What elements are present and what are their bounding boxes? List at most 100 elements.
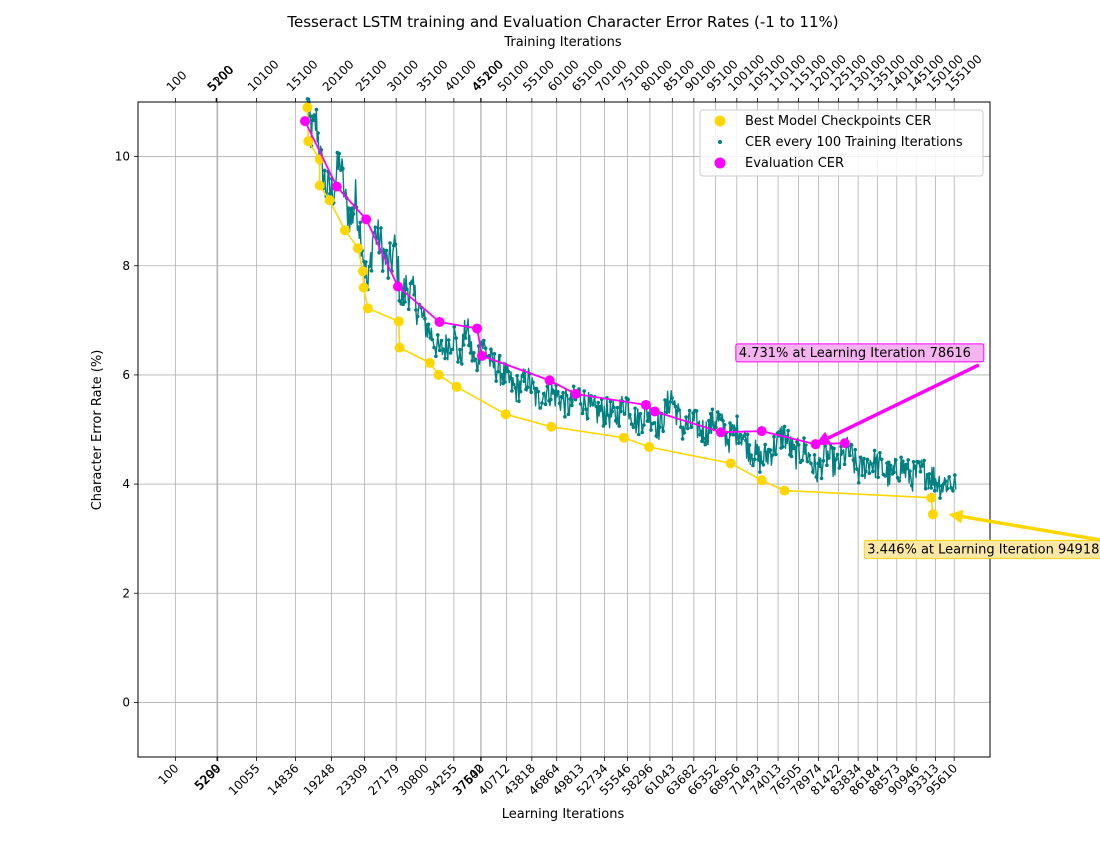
training-cer-point [518, 389, 523, 394]
training-cer-point [793, 445, 797, 450]
training-cer-point [373, 225, 378, 230]
training-cer-point [410, 281, 415, 285]
evaluation-cer-point [649, 406, 660, 417]
training-cer-point [470, 359, 475, 363]
training-cer-point [628, 413, 632, 417]
training-cer-point [682, 431, 687, 435]
plot-frame [137, 101, 991, 758]
training-cer-point [886, 460, 891, 465]
training-cer-point [450, 347, 455, 352]
x-tick-label: 10055 [226, 761, 263, 798]
evaluation-cer-point [839, 438, 850, 449]
training-cer-point [835, 452, 840, 457]
training-cer-point [686, 426, 690, 431]
training-cer-point [508, 375, 512, 380]
training-cer-point [460, 362, 464, 366]
x-tick-label: 23309 [334, 761, 371, 798]
training-cer-point [740, 436, 745, 441]
training-cer-point [742, 434, 746, 438]
training-cer-point [448, 351, 453, 355]
training-cer-point [482, 338, 486, 343]
training-cer-point [823, 444, 827, 448]
x-tick-label: 14836 [265, 761, 302, 798]
evaluation-cer-point [476, 350, 487, 361]
training-cer-point [738, 433, 743, 437]
legend-label: Best Model Checkpoints CER [745, 114, 931, 129]
training-cer-point [543, 402, 548, 407]
training-cer-point [853, 447, 857, 452]
legend-marker [714, 157, 726, 169]
training-cer-point [745, 432, 750, 437]
training-cer-point [475, 368, 479, 373]
training-cer-point [314, 107, 319, 112]
y-tick-label: 6 [122, 368, 130, 382]
training-cer-point [520, 374, 525, 379]
training-cer-point [668, 400, 673, 404]
best-model-point [451, 381, 462, 392]
training-cer-point [710, 407, 715, 412]
training-cer-point [721, 419, 725, 423]
training-cer-point [540, 401, 544, 405]
training-cer-point [472, 351, 476, 355]
training-cer-point [468, 351, 473, 355]
training-cer-point [904, 462, 909, 467]
training-cer-point [541, 391, 546, 396]
training-cer-point [367, 264, 372, 269]
training-cer-point [899, 455, 903, 460]
training-cer-point [878, 451, 882, 455]
x-axis-label: Learning Iterations [502, 807, 625, 822]
y-tick-label: 4 [122, 477, 130, 491]
best-model-point [618, 432, 629, 443]
training-cer-point [640, 430, 644, 435]
training-cer-point [513, 386, 518, 390]
training-cer-point [929, 486, 933, 490]
training-cer-point [647, 419, 651, 423]
training-cer-point [821, 459, 826, 463]
training-cer-point [922, 458, 926, 463]
best-model-point [927, 509, 938, 520]
training-cer-point [652, 421, 657, 425]
best-model-point [725, 458, 736, 469]
annotation-arrowhead [948, 509, 964, 524]
training-cer-point [851, 458, 856, 462]
training-cer-point [795, 440, 799, 444]
training-cer-point [909, 483, 914, 488]
top-tick-label: 20100 [320, 57, 357, 94]
training-cer-point [949, 486, 953, 490]
training-cer-point [517, 399, 521, 404]
training-cer-point [636, 432, 641, 437]
training-cer-point [305, 97, 310, 101]
training-cer-point [770, 453, 775, 458]
training-cer-point [613, 418, 618, 423]
training-cer-point [566, 412, 571, 417]
evaluation-cer-point [300, 116, 311, 127]
best-model-point [500, 409, 511, 420]
training-cer-point [670, 396, 674, 400]
training-cer-point [796, 443, 801, 447]
training-cer-point [556, 390, 560, 394]
training-cer-point [534, 386, 539, 391]
training-cer-point [454, 336, 458, 340]
training-cer-point [858, 455, 863, 460]
training-cer-point [463, 336, 468, 340]
training-cer-point [807, 453, 812, 458]
training-cer-point [945, 486, 950, 491]
legend-label: Evaluation CER [745, 156, 844, 171]
training-cer-point [617, 424, 621, 428]
training-cer-point [707, 418, 711, 423]
annotations: 4.731% at Learning Iteration 78616 3.446%… [735, 343, 1100, 559]
training-cer-point [677, 408, 681, 412]
best-model-point [926, 492, 937, 503]
training-cer-point [862, 456, 866, 461]
training-cer-point [936, 483, 941, 487]
training-cer-point [594, 404, 599, 409]
training-cer-point [369, 269, 374, 273]
training-cer-point [744, 438, 748, 443]
best-model-point [546, 421, 557, 432]
training-cer-point [642, 423, 646, 427]
training-cer-point [876, 475, 880, 480]
training-cer-point [894, 458, 898, 462]
training-cer-point [441, 347, 446, 352]
annotation-text: 4.731% at Learning Iteration 78616 [739, 346, 971, 361]
training-cer-point [871, 469, 875, 474]
